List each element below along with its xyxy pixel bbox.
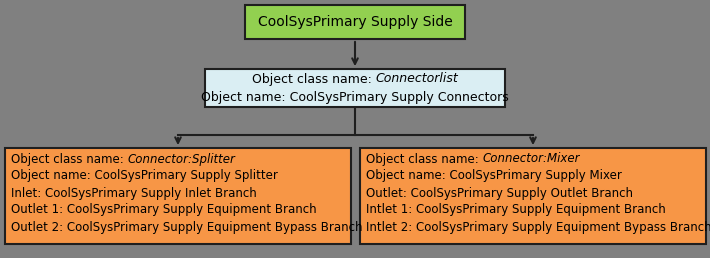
Text: Object class name:: Object class name:	[251, 72, 376, 85]
Text: Connector:Splitter: Connector:Splitter	[128, 152, 236, 165]
Text: Object class name:: Object class name:	[366, 152, 483, 165]
Text: CoolSysPrimary Supply Side: CoolSysPrimary Supply Side	[258, 15, 452, 29]
Text: Connectorlist: Connectorlist	[376, 72, 459, 85]
Text: Outlet: CoolSysPrimary Supply Outlet Branch: Outlet: CoolSysPrimary Supply Outlet Bra…	[366, 187, 633, 199]
Text: Intlet 1: CoolSysPrimary Supply Equipment Branch: Intlet 1: CoolSysPrimary Supply Equipmen…	[366, 204, 666, 216]
Bar	[205, 69, 505, 107]
Text: Intlet 2: CoolSysPrimary Supply Equipment Bypass Branch: Intlet 2: CoolSysPrimary Supply Equipmen…	[366, 221, 710, 233]
Text: Object class name:: Object class name:	[11, 152, 128, 165]
Text: Inlet: CoolSysPrimary Supply Inlet Branch: Inlet: CoolSysPrimary Supply Inlet Branc…	[11, 187, 257, 199]
Text: Outlet 2: CoolSysPrimary Supply Equipment Bypass Branch: Outlet 2: CoolSysPrimary Supply Equipmen…	[11, 221, 363, 233]
Text: Object name: CoolSysPrimary Supply Connectors: Object name: CoolSysPrimary Supply Conne…	[201, 91, 509, 103]
Bar	[5, 148, 351, 244]
Text: Object name: CoolSysPrimary Supply Mixer: Object name: CoolSysPrimary Supply Mixer	[366, 170, 622, 182]
Bar	[360, 148, 706, 244]
Text: Outlet 1: CoolSysPrimary Supply Equipment Branch: Outlet 1: CoolSysPrimary Supply Equipmen…	[11, 204, 317, 216]
Bar	[245, 5, 465, 39]
Text: Connector:Mixer: Connector:Mixer	[483, 152, 580, 165]
Text: Object name: CoolSysPrimary Supply Splitter: Object name: CoolSysPrimary Supply Split…	[11, 170, 278, 182]
